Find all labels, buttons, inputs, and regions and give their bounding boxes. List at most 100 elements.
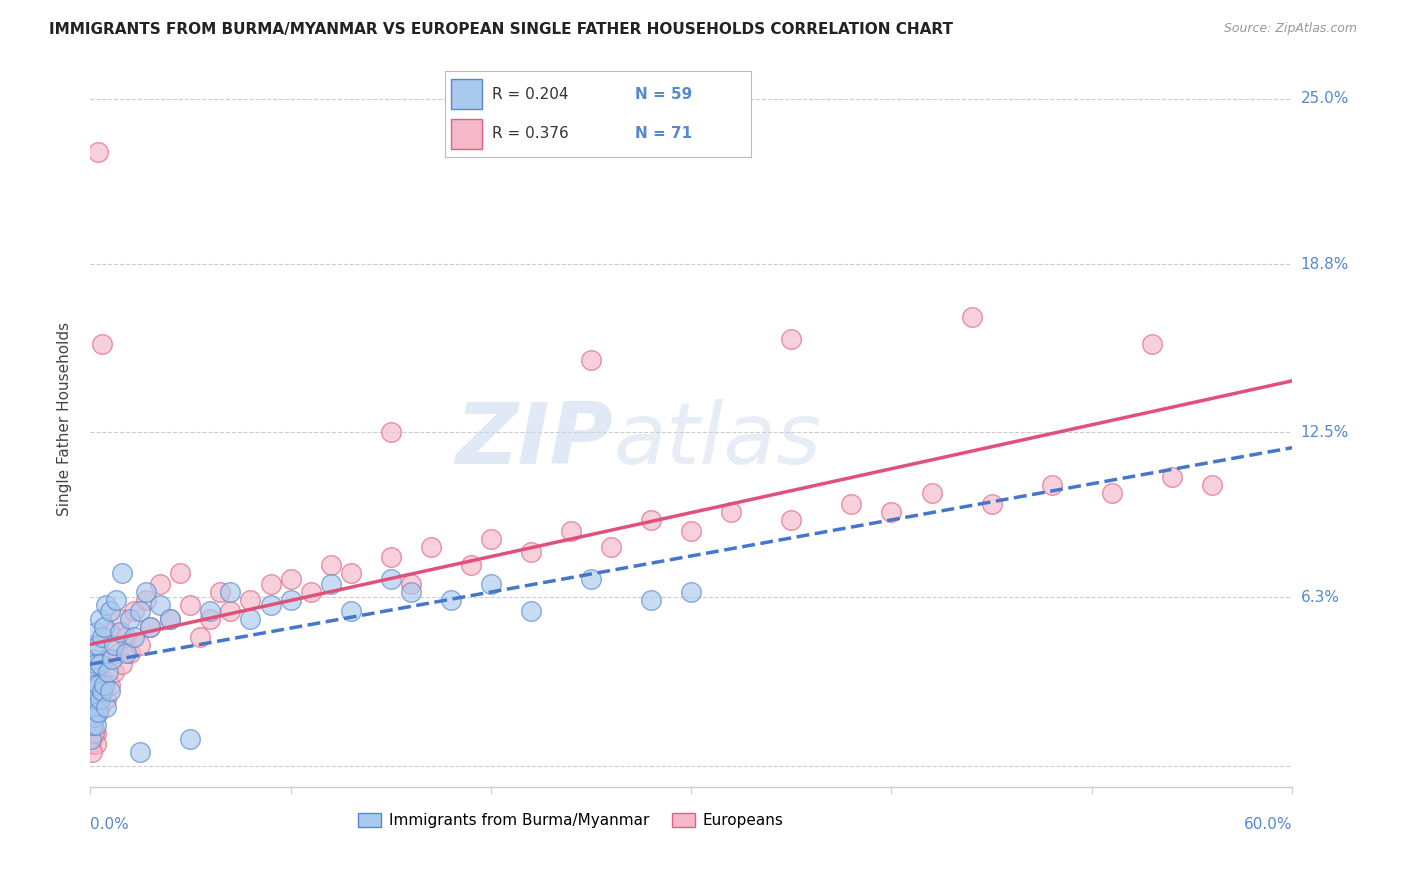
Point: [89, 657, 111, 672]
Point: [239, 612, 262, 626]
Point: [219, 585, 242, 599]
Text: 25.0%: 25.0%: [1301, 91, 1348, 106]
Point: [124, 631, 146, 645]
Point: [280, 593, 302, 607]
Point: [219, 604, 242, 618]
Point: [640, 513, 662, 527]
Point: [319, 558, 342, 573]
Point: [520, 545, 543, 559]
Point: [96, 699, 118, 714]
Point: [921, 486, 943, 500]
Point: [82, 745, 104, 759]
Point: [1101, 486, 1123, 500]
Point: [84, 625, 107, 640]
Point: [93, 678, 115, 692]
Point: [780, 332, 803, 346]
Text: Source: ZipAtlas.com: Source: ZipAtlas.com: [1223, 22, 1357, 36]
Point: [87, 705, 110, 719]
Point: [190, 631, 212, 645]
Point: [980, 497, 1002, 511]
Point: [82, 718, 104, 732]
Point: [179, 599, 201, 613]
Text: 12.5%: 12.5%: [1301, 425, 1348, 440]
Point: [120, 612, 142, 626]
Point: [91, 683, 114, 698]
Point: [380, 425, 402, 439]
Text: 0.0%: 0.0%: [90, 817, 129, 832]
Point: [129, 639, 152, 653]
Point: [159, 612, 181, 626]
Point: [97, 652, 120, 666]
Point: [98, 604, 121, 618]
Point: [89, 699, 111, 714]
Legend: Immigrants from Burma/Myanmar, Europeans: Immigrants from Burma/Myanmar, Europeans: [353, 806, 790, 834]
Point: [200, 604, 222, 618]
Point: [280, 572, 302, 586]
Point: [399, 577, 422, 591]
Point: [84, 657, 107, 672]
Point: [419, 540, 441, 554]
Point: [169, 566, 191, 581]
Point: [960, 310, 983, 325]
Point: [91, 631, 114, 645]
Point: [841, 497, 863, 511]
Point: [600, 540, 623, 554]
Point: [87, 145, 110, 159]
Point: [98, 678, 121, 692]
Point: [259, 577, 281, 591]
Text: 6.3%: 6.3%: [1301, 590, 1340, 605]
Point: [1161, 470, 1184, 484]
Point: [110, 625, 132, 640]
Point: [84, 718, 107, 732]
Point: [91, 337, 114, 351]
Point: [87, 665, 110, 680]
Point: [120, 647, 142, 661]
Point: [80, 731, 103, 746]
Point: [101, 652, 124, 666]
Point: [399, 585, 422, 599]
Point: [579, 353, 602, 368]
Point: [89, 612, 111, 626]
Point: [87, 639, 110, 653]
Point: [339, 566, 361, 581]
Point: [83, 678, 105, 692]
Point: [84, 737, 107, 751]
Point: [103, 665, 125, 680]
Point: [84, 710, 107, 724]
Point: [98, 683, 121, 698]
Text: atlas: atlas: [613, 400, 821, 483]
Point: [93, 620, 115, 634]
Text: IMMIGRANTS FROM BURMA/MYANMAR VS EUROPEAN SINGLE FATHER HOUSEHOLDS CORRELATION C: IMMIGRANTS FROM BURMA/MYANMAR VS EUROPEA…: [49, 22, 953, 37]
Point: [115, 647, 138, 661]
Point: [149, 577, 172, 591]
Point: [129, 604, 152, 618]
Point: [124, 604, 146, 618]
Point: [135, 593, 157, 607]
Point: [135, 585, 157, 599]
Point: [83, 639, 105, 653]
Point: [1140, 337, 1163, 351]
Point: [720, 505, 742, 519]
Point: [82, 699, 104, 714]
Point: [1040, 478, 1063, 492]
Point: [107, 647, 129, 661]
Point: [460, 558, 482, 573]
Point: [681, 524, 703, 538]
Point: [96, 691, 118, 706]
Point: [89, 691, 111, 706]
Point: [179, 731, 201, 746]
Point: [93, 673, 115, 688]
Point: [380, 572, 402, 586]
Point: [82, 665, 104, 680]
Point: [780, 513, 803, 527]
Text: 60.0%: 60.0%: [1244, 817, 1292, 832]
Point: [129, 745, 152, 759]
Point: [640, 593, 662, 607]
Point: [880, 505, 903, 519]
Point: [83, 683, 105, 698]
Point: [84, 691, 107, 706]
Y-axis label: Single Father Households: Single Father Households: [58, 322, 72, 516]
Point: [380, 550, 402, 565]
Point: [560, 524, 582, 538]
Point: [84, 726, 107, 740]
